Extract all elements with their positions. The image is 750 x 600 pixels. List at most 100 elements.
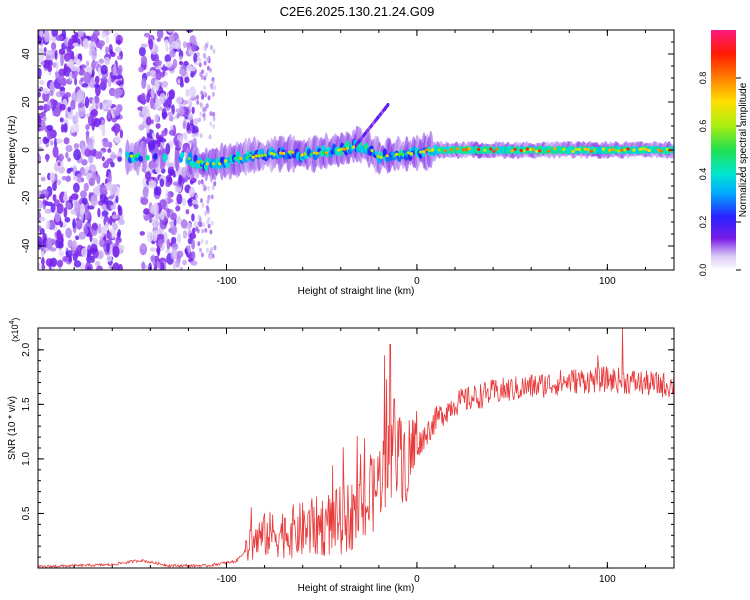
- noise-blob: [148, 39, 154, 50]
- noise-blob: [191, 199, 199, 205]
- noise-blob: [167, 111, 174, 116]
- colorbar-label: Normalized spectral amplitude: [738, 82, 749, 217]
- noise-blob: [176, 112, 180, 119]
- ridge-core: [257, 154, 261, 158]
- noise-blob: [94, 95, 100, 104]
- ridge-core: [422, 150, 426, 154]
- noise-blob: [176, 250, 184, 258]
- noise-blob: [107, 148, 112, 153]
- ridge-core: [199, 159, 203, 164]
- noise-blob: [112, 245, 120, 258]
- noise-blob: [46, 128, 54, 140]
- noise-blob: [98, 124, 106, 130]
- noise-blob: [63, 197, 68, 203]
- ridge-core: [407, 151, 411, 155]
- snr-xlabel: Height of straight line (km): [298, 583, 415, 594]
- noise-blob: [107, 172, 112, 185]
- noise-blob: [68, 58, 75, 69]
- noise-blob: [108, 195, 114, 200]
- noise-blob: [179, 55, 183, 61]
- ridge-core: [400, 152, 405, 156]
- ridge-core: [574, 147, 578, 151]
- noise-blob: [160, 210, 165, 221]
- noise-blob: [186, 64, 193, 72]
- colorbar-tick-label: 0.8: [698, 72, 708, 85]
- noise-blob: [191, 133, 197, 138]
- noise-blob: [169, 221, 174, 226]
- y-tick-label: 0.5: [21, 506, 32, 520]
- noise-blob: [110, 161, 115, 168]
- noise-blob: [150, 255, 156, 262]
- noise-blob: [172, 260, 177, 270]
- snr-ylabel: SNR (10 * v/v): [7, 396, 18, 460]
- noise-blob: [182, 259, 187, 266]
- ridge-core: [394, 152, 398, 156]
- ridge-core: [425, 148, 429, 152]
- noise-blob: [88, 49, 92, 56]
- ridge-core: [129, 154, 133, 158]
- noise-blob: [101, 210, 109, 217]
- noise-blob: [56, 259, 64, 268]
- x-tick-label: -100: [217, 574, 237, 585]
- ridge-core: [553, 147, 557, 151]
- ridge-core: [589, 149, 594, 153]
- ridge-core: [288, 150, 292, 154]
- noise-blob: [156, 30, 164, 39]
- snr-multiplier-base: (x10: [10, 324, 20, 342]
- noise-blob: [51, 42, 57, 51]
- noise-blob: [116, 55, 122, 61]
- ridge-core: [547, 149, 551, 153]
- noise-blob: [166, 238, 171, 251]
- ridge-band: [125, 151, 130, 158]
- noise-blob: [196, 51, 200, 57]
- noise-blob: [182, 41, 188, 49]
- noise-blob: [184, 132, 188, 142]
- noise-blob: [200, 198, 203, 204]
- ridge-core: [608, 148, 612, 152]
- noise-blob: [63, 123, 68, 133]
- ridge-core: [623, 148, 627, 152]
- noise-blob: [211, 80, 215, 86]
- ridge-core: [135, 154, 139, 158]
- ridge-core: [312, 151, 316, 155]
- noise-blob: [140, 92, 146, 102]
- noise-blob: [146, 71, 151, 77]
- noise-blob: [149, 97, 155, 109]
- noise-blob: [169, 50, 176, 58]
- noise-blob: [55, 60, 59, 72]
- ridge-core: [346, 146, 350, 150]
- noise-blob: [140, 197, 149, 206]
- noise-blob: [111, 214, 119, 219]
- noise-blob: [70, 99, 76, 111]
- noise-blob: [141, 261, 146, 270]
- noise-blob: [116, 80, 124, 86]
- noise-blob: [58, 250, 64, 257]
- noise-blob: [148, 216, 153, 224]
- noise-blob: [209, 229, 213, 235]
- ridge-core: [483, 148, 487, 152]
- noise-blob: [83, 182, 89, 192]
- noise-blob: [115, 88, 124, 96]
- noise-blob: [90, 61, 97, 70]
- noise-blob: [210, 194, 214, 200]
- noise-blob: [166, 30, 175, 33]
- noise-blob: [189, 86, 196, 98]
- ridge-band: [314, 153, 319, 159]
- noise-blob: [159, 178, 165, 188]
- ridge-halo: [142, 139, 148, 174]
- noise-blob: [164, 54, 172, 63]
- spectrogram-panel: -100 0 100 -40 -20 0 20 40 Height of straight l…: [7, 29, 675, 297]
- x-tick-label: 0: [414, 574, 420, 585]
- noise-blob: [67, 38, 76, 50]
- noise-blob: [57, 241, 64, 249]
- ridge-core: [352, 145, 356, 149]
- noise-blob: [142, 186, 149, 199]
- ridge-core: [251, 155, 255, 159]
- ridge-core: [528, 148, 533, 152]
- noise-blob: [97, 223, 102, 234]
- ridge-core: [449, 148, 453, 152]
- snr-series-line: [38, 328, 674, 568]
- noise-blob: [88, 177, 96, 187]
- ridge-core: [519, 148, 523, 153]
